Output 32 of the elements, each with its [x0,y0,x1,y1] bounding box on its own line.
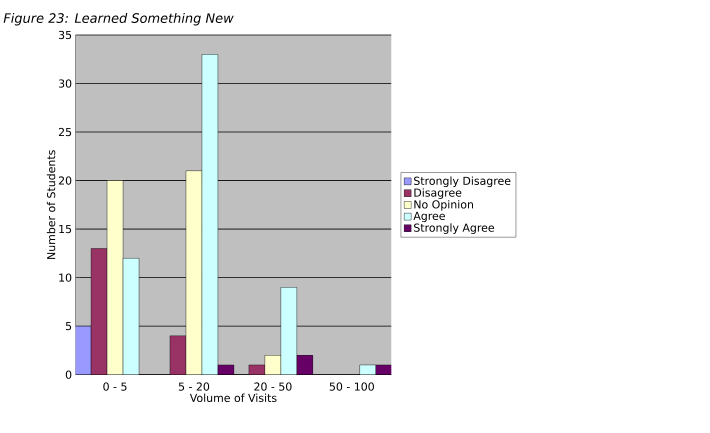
y-tick-label: 0 [66,370,72,379]
bar [248,365,265,375]
bar [296,355,313,375]
x-axis-title: Volume of Visits [190,394,277,402]
bar [280,288,297,375]
y-tick-label: 20 [58,176,72,185]
legend-label: Disagree [414,188,462,200]
y-tick-label: 25 [58,128,72,136]
bar [376,364,392,375]
y-tick-label: 5 [66,322,72,330]
bar [91,248,108,375]
y-tick-label: 30 [58,80,72,88]
y-tick-label: 15 [59,225,72,234]
bar [170,336,186,375]
x-tick-label: 5 - 20 [178,382,210,391]
legend-label: Agree [413,212,445,222]
y-axis-title: Number of Students [46,150,56,260]
x-tick-label: 0 - 5 [103,382,126,391]
y-tick-label: 35 [58,31,72,40]
x-tick-label: 50 - 100 [330,382,374,391]
x-tick-label: 20 - 50 [254,382,292,391]
bar [202,54,218,375]
bar [264,355,281,375]
bar [186,171,202,375]
legend-label: No Opinion [414,200,473,211]
bar [107,180,124,375]
y-tick-label: 10 [59,274,72,282]
bar [123,258,140,375]
legend-label: Strongly Disagree [414,176,510,188]
chart-title: Figure 23: Learned Something New [4,13,234,26]
legend-label: Strongly Agree [414,224,494,234]
bar [360,364,376,375]
